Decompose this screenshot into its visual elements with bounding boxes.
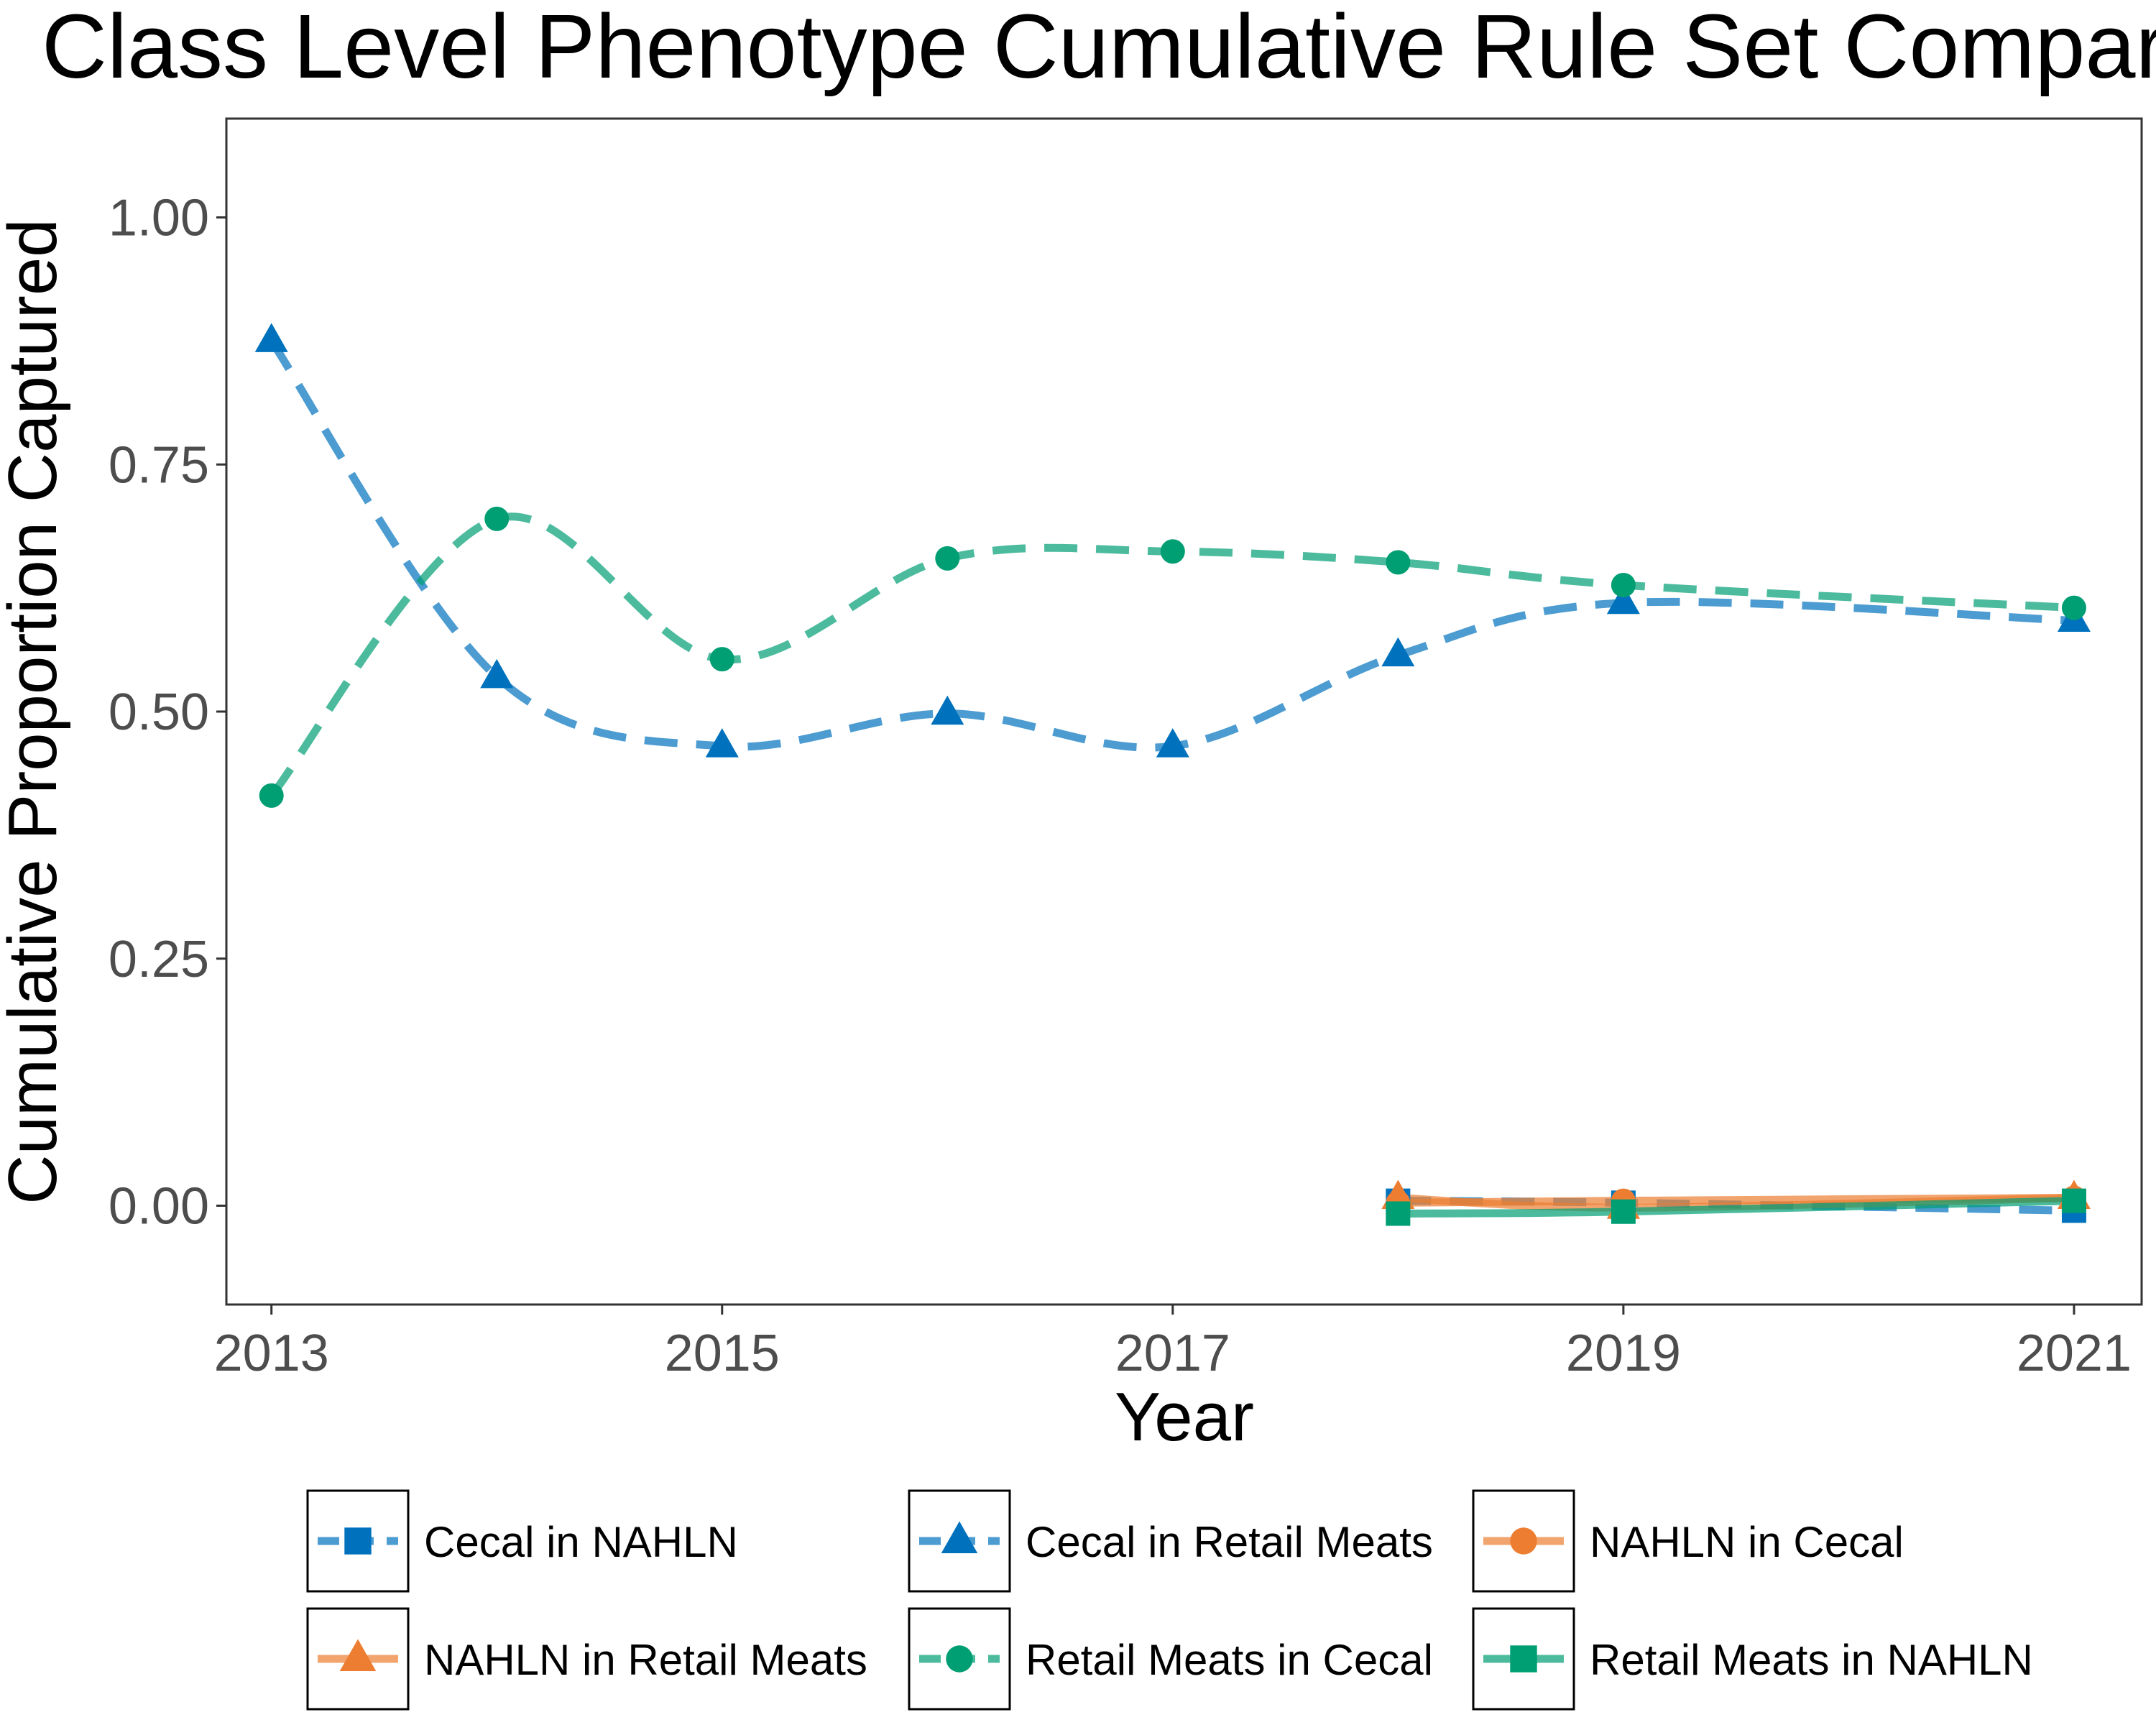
series-line-group xyxy=(268,339,2075,752)
series-line xyxy=(268,339,2075,752)
legend-item: Retail Meats in NAHLN xyxy=(1472,1607,2033,1711)
legend-key-marker xyxy=(1510,1527,1537,1555)
legend-key-marker xyxy=(941,1521,978,1554)
legend-key-marker xyxy=(339,1639,377,1672)
data-point xyxy=(2061,1188,2086,1213)
series-points-group xyxy=(1386,1188,2086,1226)
y-tick-label: 0.25 xyxy=(109,931,209,988)
plot-panel xyxy=(225,117,2143,1306)
data-point xyxy=(1386,550,1411,575)
data-point xyxy=(705,728,739,758)
legend-label: Retail Meats in NAHLN xyxy=(1590,1636,2033,1684)
legend: Cecal in NAHLN Cecal in Retail Meats NAHLN… xyxy=(306,1489,2033,1711)
legend-item: Retail Meats in Cecal xyxy=(908,1607,1433,1711)
data-point xyxy=(484,506,510,531)
series-points-group xyxy=(254,323,2091,758)
data-point xyxy=(1386,1201,1411,1226)
legend-label: NAHLN in Cecal xyxy=(1590,1518,1904,1566)
x-axis: 2013 2015 2017 2019 2021 xyxy=(214,1305,2132,1382)
legend-item: Cecal in Retail Meats xyxy=(908,1489,1433,1593)
legend-label: Retail Meats in Cecal xyxy=(1026,1636,1433,1684)
data-point xyxy=(1611,1199,1636,1224)
x-tick-label: 2021 xyxy=(2017,1325,2132,1382)
y-tick-label: 1.00 xyxy=(109,190,209,247)
legend-label: NAHLN in Retail Meats xyxy=(424,1636,867,1684)
y-axis-title: Cumulative Proportion Captured xyxy=(0,218,71,1204)
data-point xyxy=(1156,728,1189,758)
y-tick-label: 0.00 xyxy=(109,1178,209,1236)
data-point xyxy=(254,323,288,352)
data-point xyxy=(1160,539,1185,564)
data-point xyxy=(1611,573,1636,597)
legend-label: Cecal in NAHLN xyxy=(424,1518,738,1566)
series-line-group xyxy=(1398,1197,2075,1218)
legend-label: Cecal in Retail Meats xyxy=(1026,1518,1433,1566)
x-tick-label: 2015 xyxy=(665,1325,780,1382)
y-axis: 0.00 0.25 0.50 0.75 1.00 xyxy=(109,190,226,1236)
series-points-group xyxy=(259,506,2086,808)
y-tick-label: 0.50 xyxy=(109,684,209,741)
legend-key-marker xyxy=(344,1527,372,1555)
legend-key-marker xyxy=(946,1645,973,1673)
data-point xyxy=(1381,637,1415,667)
data-point xyxy=(2061,595,2086,620)
data-point xyxy=(931,695,964,725)
data-point xyxy=(259,783,284,808)
data-point xyxy=(935,546,960,571)
x-tick-label: 2019 xyxy=(1566,1325,1681,1382)
series-line xyxy=(1398,1197,2075,1218)
legend-item: NAHLN in Retail Meats xyxy=(306,1607,867,1711)
data-point xyxy=(709,647,734,672)
legend-key-marker xyxy=(1510,1645,1537,1673)
x-axis-title: Year xyxy=(1115,1379,1254,1455)
data-point xyxy=(480,658,514,689)
legend-item: NAHLN in Cecal xyxy=(1472,1489,1904,1593)
chart-title: Class Level Phenotype Cumulative Rule Se… xyxy=(42,0,2156,97)
legend-item: Cecal in NAHLN xyxy=(306,1489,738,1593)
x-tick-label: 2017 xyxy=(1115,1325,1230,1382)
series-layer xyxy=(254,323,2091,1226)
x-tick-label: 2013 xyxy=(214,1325,329,1382)
y-tick-label: 0.75 xyxy=(109,436,209,494)
data-point xyxy=(1606,584,1640,615)
